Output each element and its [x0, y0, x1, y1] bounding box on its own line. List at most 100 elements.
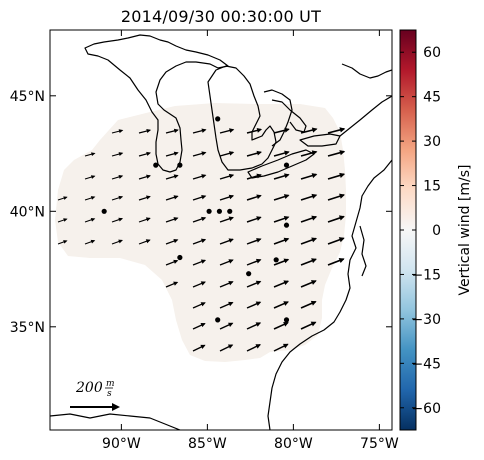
wind-vector-head: [339, 172, 346, 179]
wind-vector-head: [173, 174, 179, 179]
scale-arrow-unit-bottom: s: [107, 389, 112, 399]
wind-vector-head: [311, 173, 318, 179]
station-marker: [283, 317, 290, 323]
wind-vector-head: [283, 280, 290, 286]
scale-arrow-label: 200: [75, 380, 103, 396]
wind-vector-head: [338, 215, 345, 221]
data-coverage-region: [55, 103, 346, 362]
colorbar-tick-label: 0: [432, 223, 441, 239]
wind-vector-head: [256, 216, 262, 221]
wind-vector-head: [228, 194, 235, 200]
wind-vector-head: [255, 322, 262, 327]
station-marker: [283, 162, 290, 168]
lake-ontario: [299, 133, 341, 147]
wind-vector-head: [146, 151, 151, 156]
colorbar-tick-label: 15: [423, 179, 441, 195]
wind-vector-head: [283, 343, 289, 349]
wind-vector-head: [90, 175, 96, 179]
wind-vector-head: [228, 173, 235, 179]
wind-vector-head: [256, 238, 262, 243]
wind-vector-head: [255, 301, 262, 307]
wind-vector-head: [255, 258, 262, 264]
maine-coast: [341, 63, 392, 79]
wind-vector-head: [283, 237, 290, 243]
wind-vector-head: [201, 194, 207, 200]
wind-vector-head: [145, 239, 151, 244]
wind-vector-head: [173, 128, 179, 133]
wind-vector-head: [310, 321, 317, 327]
wind-vector-head: [200, 259, 207, 264]
wind-vector-head: [228, 322, 234, 327]
wind-vector-head: [256, 173, 262, 179]
wind-vector-head: [228, 259, 234, 264]
wind-vector-head: [118, 239, 123, 244]
wind-vector-head: [201, 174, 207, 179]
station-marker: [273, 257, 279, 263]
michigan-peninsula: [207, 65, 277, 171]
colorbar-label: Vertical wind [m/s]: [457, 165, 473, 296]
wind-vector-head: [146, 195, 151, 200]
chesapeake-bay: [359, 225, 367, 277]
map-frame: [49, 29, 393, 431]
latitude-axis: 45°N 40°N 35°N: [10, 89, 392, 336]
lake-huron-east: [263, 89, 293, 147]
wind-vector-head: [63, 218, 68, 222]
lake-erie: [247, 149, 315, 179]
colorbar: 60 45 30 15 0 −15 −30 −45 −60 Vertical wind [m/s…: [399, 29, 473, 431]
wind-vector-head: [118, 152, 124, 156]
wind-vector-head: [228, 238, 234, 243]
station-marker: [153, 162, 159, 168]
wind-vector-head: [118, 129, 124, 134]
lon-tick-label: 75°W: [360, 436, 399, 452]
lake-superior: [84, 34, 229, 173]
wind-vector-head: [311, 127, 318, 133]
wind-vector-head: [173, 259, 179, 264]
wind-vector-head: [173, 281, 179, 286]
colorbar-tick-label: 60: [423, 45, 441, 61]
wind-vector-head: [339, 193, 345, 199]
scale-arrow-unit-top: m: [106, 379, 115, 389]
station-marker: [227, 208, 233, 214]
wind-vector-head: [118, 217, 124, 222]
wind-vector-head: [284, 127, 290, 133]
wind-vector-head: [283, 258, 290, 264]
station-marker: [177, 254, 183, 261]
wind-vector-head: [146, 174, 151, 179]
colorbar-ticks: 60 45 30 15 0 −15 −30 −45 −60: [400, 45, 441, 417]
georgian-bay: [271, 99, 307, 133]
wind-vectors: [57, 127, 346, 352]
lat-tick-label: 35°N: [10, 320, 45, 336]
scale-arrow-head: [112, 403, 120, 411]
wind-vector-head: [91, 152, 96, 157]
wind-vector-head: [256, 150, 262, 156]
wind-vector-head: [283, 194, 290, 199]
wind-vector-head: [338, 237, 345, 243]
wind-vector-head: [311, 215, 318, 221]
wind-vector-head: [63, 196, 68, 200]
atlantic-coast: [267, 159, 392, 430]
colorbar-tick-label: −15: [411, 267, 441, 283]
gulf-coast: [50, 413, 181, 430]
wind-vector-head: [339, 127, 346, 133]
wind-vector-head: [200, 238, 207, 243]
wind-vector-head: [284, 173, 290, 179]
wind-vector-head: [228, 281, 234, 286]
wind-vector-head: [255, 280, 262, 286]
wind-vector-head: [255, 344, 261, 349]
wind-vector-head: [173, 238, 179, 244]
coastlines: [50, 34, 392, 430]
wind-vector-head: [118, 174, 124, 179]
station-marker: [215, 116, 221, 122]
wind-vector-head: [311, 150, 318, 156]
station-marker: [206, 208, 212, 214]
station-marker: [215, 317, 221, 323]
wind-vector-head: [339, 150, 346, 156]
wind-vector-head: [173, 217, 179, 222]
colorbar-gradient: [400, 30, 416, 430]
lat-tick-label: 40°N: [10, 204, 45, 220]
wind-vector-head: [311, 193, 318, 199]
wind-vector-head: [63, 240, 68, 244]
map-title: 2014/09/30 00:30:00 UT: [120, 7, 322, 26]
wind-vector-head: [228, 301, 234, 307]
